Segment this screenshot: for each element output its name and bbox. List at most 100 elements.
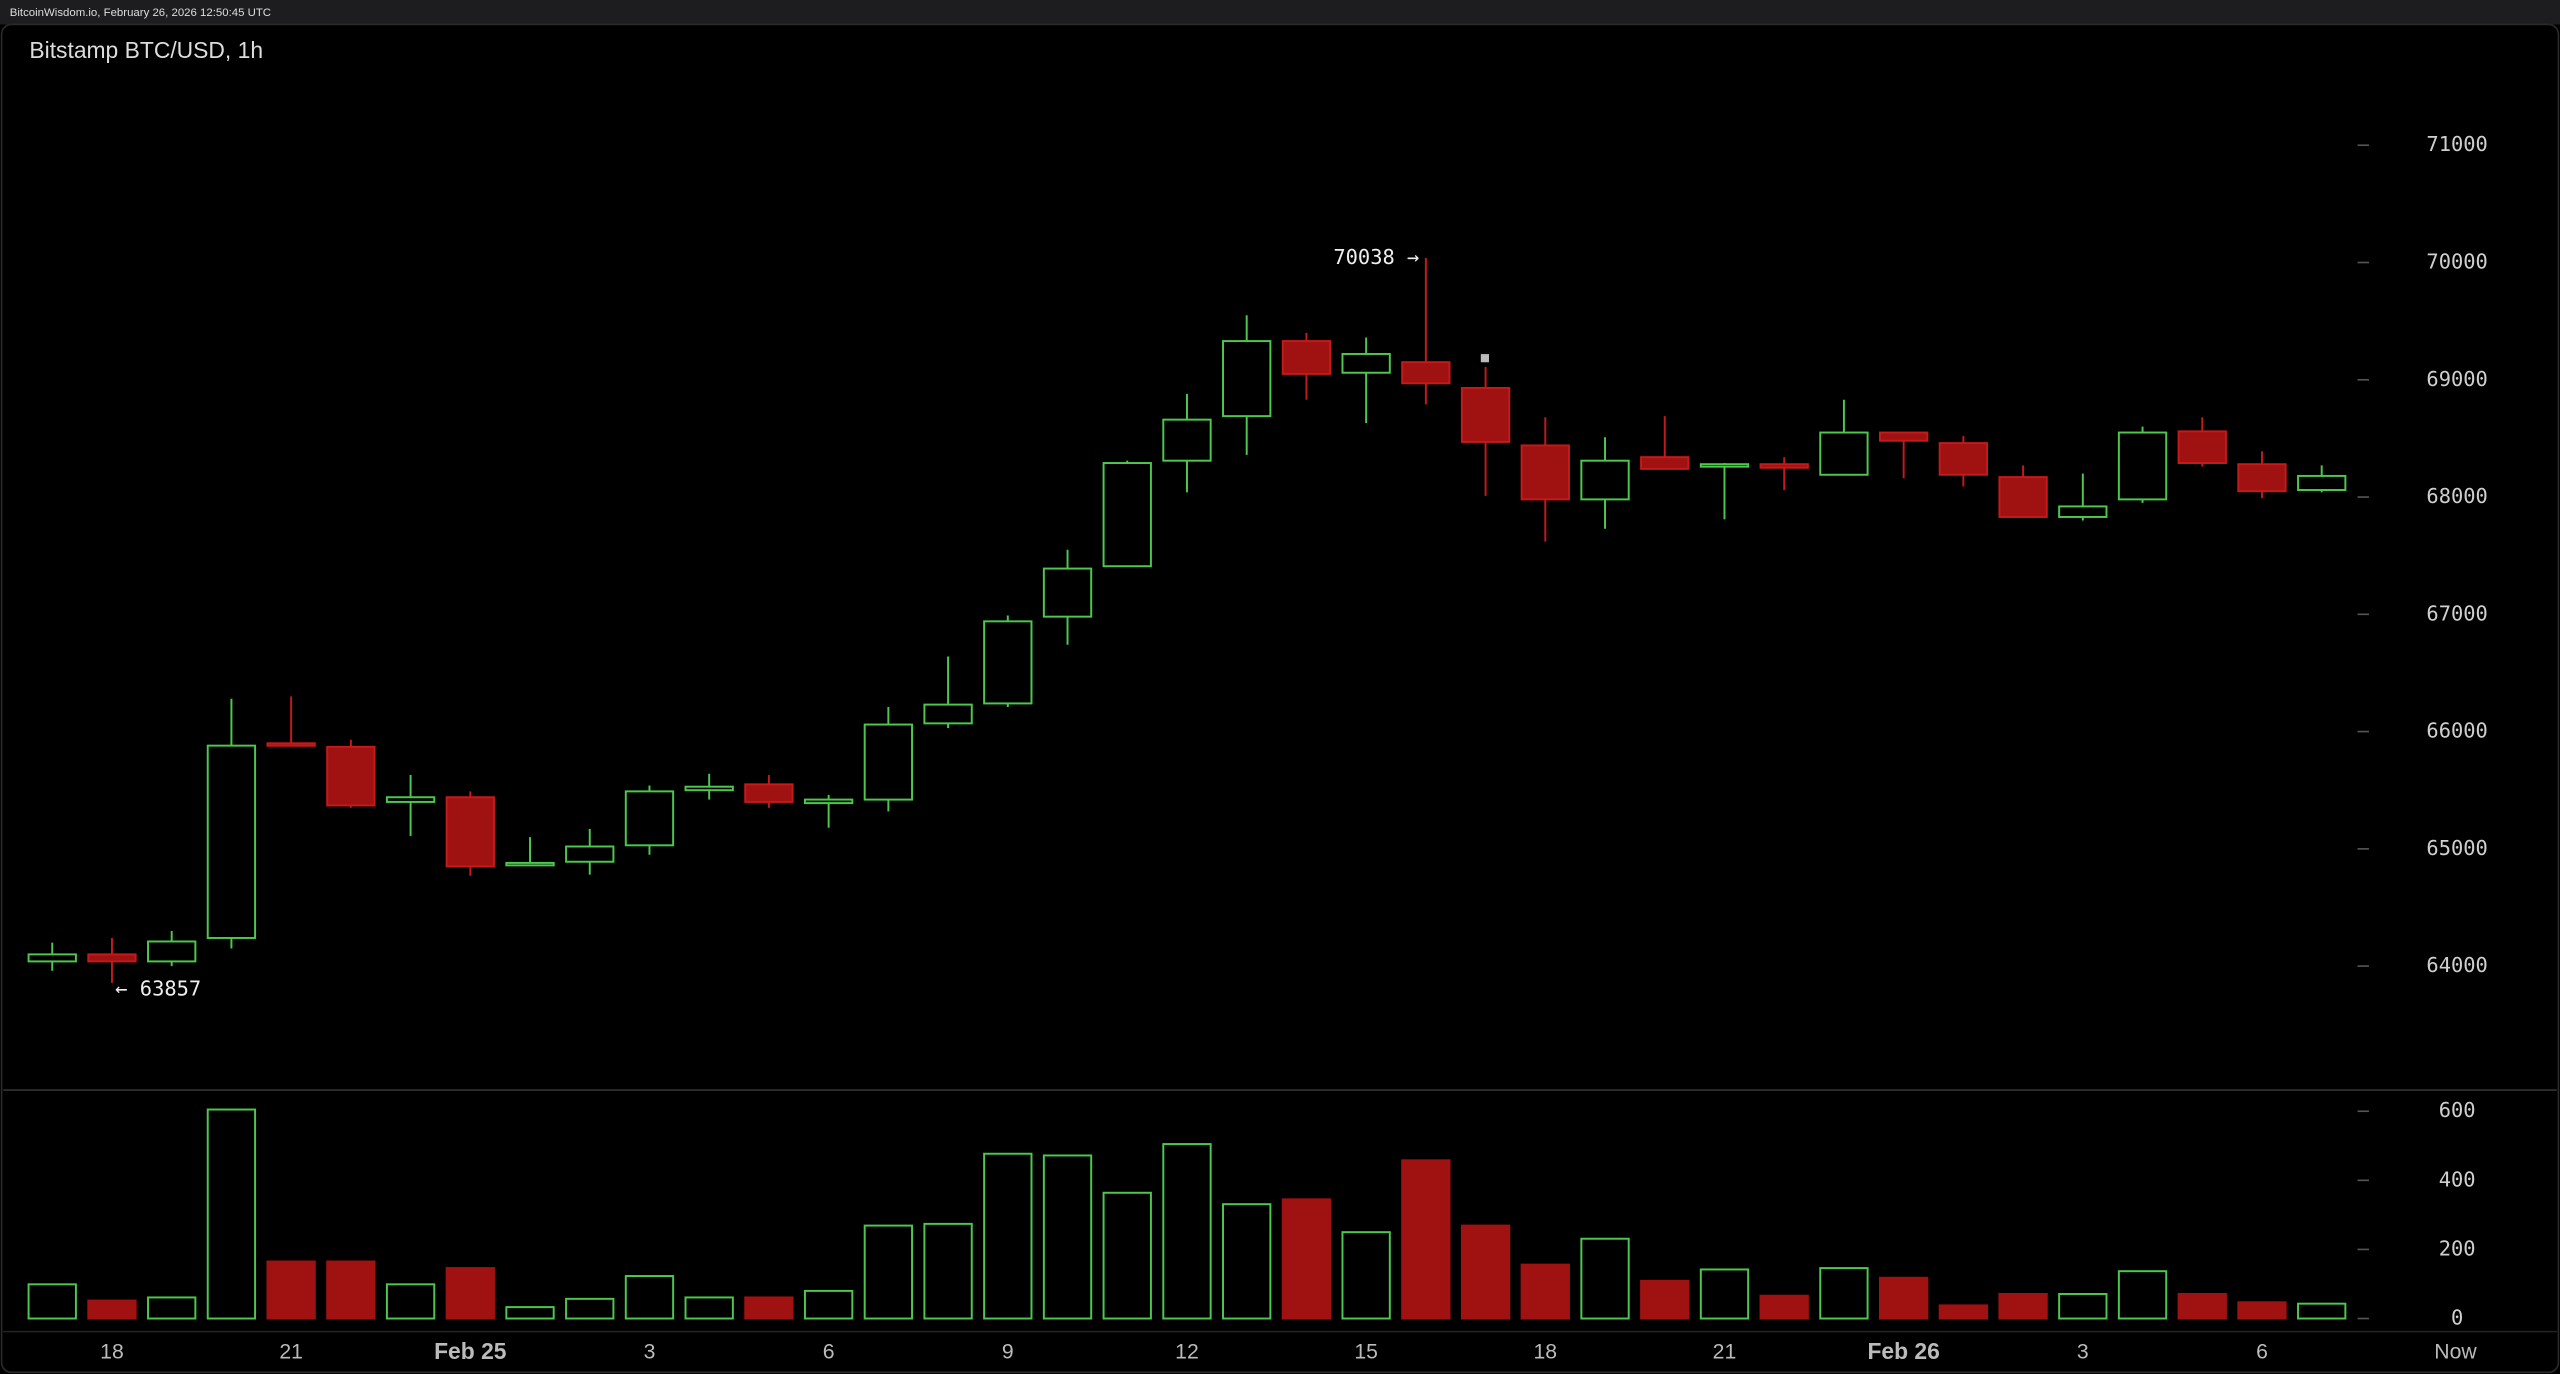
volume-bar xyxy=(326,1260,376,1320)
volume-bar xyxy=(684,1296,734,1320)
candle-body xyxy=(624,790,675,847)
candle-body xyxy=(803,798,854,805)
volume-bar xyxy=(983,1152,1033,1320)
volume-bar xyxy=(2058,1293,2108,1320)
candle-body xyxy=(983,620,1033,705)
high-annotation: 70038 → xyxy=(1333,245,1419,269)
volume-bar xyxy=(27,1283,77,1320)
volume-bar xyxy=(565,1297,615,1320)
volume-bar xyxy=(803,1289,854,1320)
volume-bar xyxy=(87,1299,137,1320)
candle-body xyxy=(1878,431,1929,442)
candle-body xyxy=(1341,352,1391,374)
volume-bar xyxy=(2237,1301,2287,1320)
volume-bar xyxy=(266,1260,316,1320)
candle-body xyxy=(923,703,973,725)
volume-bar xyxy=(1520,1263,1570,1320)
candle-body xyxy=(1580,459,1630,501)
volume-bar xyxy=(1819,1267,1869,1320)
volume-bar xyxy=(923,1222,973,1320)
volume-bar xyxy=(2117,1270,2168,1320)
candle-body xyxy=(2297,474,2347,491)
candle-body xyxy=(1102,462,1152,568)
candle-body xyxy=(2058,505,2108,518)
x-tick-label: 9 xyxy=(1002,1340,1014,1363)
y-tick-label: 69000 xyxy=(2426,367,2487,391)
candle-body xyxy=(266,742,316,747)
volume-bar xyxy=(147,1296,197,1320)
y-tick-label: 65000 xyxy=(2426,836,2487,860)
volume-bar xyxy=(624,1275,675,1320)
low-annotation: ← 63857 xyxy=(115,976,201,1000)
x-tick-label: 21 xyxy=(279,1340,303,1363)
candle-body xyxy=(1640,456,1690,470)
candle-body xyxy=(27,953,77,963)
candle-body xyxy=(505,861,555,867)
y2-tick-label: 400 xyxy=(2439,1167,2476,1191)
y-tick-label: 70000 xyxy=(2426,250,2487,274)
volume-bar xyxy=(505,1306,555,1320)
candle-body xyxy=(1042,567,1093,618)
header-text: BitcoinWisdom.io, February 26, 2026 12:5… xyxy=(10,7,271,19)
candle-body xyxy=(1281,340,1332,375)
candle-body xyxy=(863,723,914,801)
volume-bar xyxy=(1699,1268,1750,1320)
x-tick-label: 12 xyxy=(1175,1340,1199,1363)
y-tick-label: 67000 xyxy=(2426,601,2487,625)
volume-bar xyxy=(863,1224,914,1320)
candle-body xyxy=(565,845,615,863)
candle-body xyxy=(744,783,794,803)
volume-bar xyxy=(1640,1279,1690,1320)
volume-bar xyxy=(1341,1231,1391,1320)
volume-bar xyxy=(206,1108,257,1320)
y-tick-label: 71000 xyxy=(2426,132,2487,156)
y2-tick-label: 0 xyxy=(2451,1306,2463,1330)
candle-body xyxy=(326,745,376,807)
volume-bar xyxy=(1281,1198,1332,1320)
x-tick-label: 18 xyxy=(1534,1340,1558,1363)
candle-body xyxy=(1759,463,1809,469)
x-tick-label: 6 xyxy=(823,1340,835,1363)
volume-bar xyxy=(1102,1191,1152,1320)
x-tick-label: 15 xyxy=(1354,1340,1378,1363)
candle-body xyxy=(1699,463,1750,468)
volume-bar xyxy=(1042,1154,1093,1320)
candle-body xyxy=(206,744,257,939)
x-tick-label: 21 xyxy=(1713,1340,1737,1363)
y-tick-label: 68000 xyxy=(2426,484,2487,508)
x-tick-label: 6 xyxy=(2256,1340,2268,1363)
x-tick-label: Feb 26 xyxy=(1867,1338,1939,1364)
candle-body xyxy=(1998,476,2048,518)
volume-bar xyxy=(1401,1159,1451,1320)
candle-body xyxy=(2117,431,2168,501)
candle-body xyxy=(2237,463,2287,493)
candle-body xyxy=(684,785,734,792)
y-tick-label: 66000 xyxy=(2426,719,2487,743)
candle-body xyxy=(1819,431,1869,476)
volume-bar xyxy=(445,1267,495,1320)
volume-bar xyxy=(1162,1143,1212,1320)
x-tick-label: Feb 25 xyxy=(434,1338,507,1364)
top-bar xyxy=(0,0,2560,25)
now-label: Now xyxy=(2434,1340,2477,1363)
chart-panel xyxy=(0,23,2560,1374)
volume-bar xyxy=(1460,1224,1511,1320)
volume-bar xyxy=(744,1296,794,1320)
candle-body xyxy=(1938,442,1989,476)
marker xyxy=(1480,354,1489,363)
candle-body xyxy=(445,796,495,868)
y2-tick-label: 200 xyxy=(2439,1236,2476,1260)
y2-tick-label: 600 xyxy=(2439,1098,2476,1122)
candle-body xyxy=(1401,361,1451,385)
volume-bar xyxy=(1222,1203,1272,1320)
candle-body xyxy=(1460,387,1511,443)
x-tick-label: 3 xyxy=(2077,1340,2089,1363)
volume-bar xyxy=(2297,1302,2347,1320)
x-tick-label: 18 xyxy=(100,1340,124,1363)
candle-body xyxy=(1520,444,1570,501)
chart-title: Bitstamp BTC/USD, 1h xyxy=(29,37,263,63)
x-tick-label: 3 xyxy=(644,1340,656,1363)
candle-body xyxy=(87,953,137,963)
